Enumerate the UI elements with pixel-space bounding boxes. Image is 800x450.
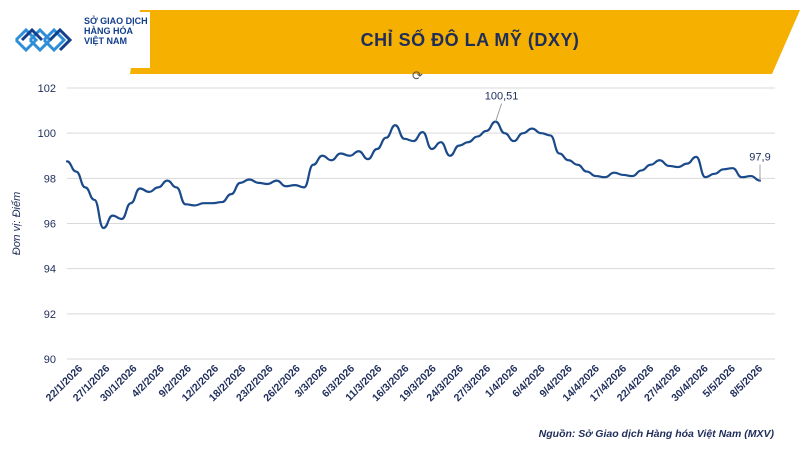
y-tick-label: 90 (44, 354, 56, 366)
banner-background (130, 10, 800, 74)
y-axis-label: Đơn vị: Điểm (11, 192, 23, 256)
series-line (65, 120, 762, 230)
header-banner (0, 10, 800, 74)
logo-line: VIỆT NAM (84, 36, 128, 46)
logo-line: SỞ GIAO DỊCH (84, 16, 148, 26)
logo-text: SỞ GIAO DỊCH HÀNG HÓA VIỆT NAM (84, 16, 164, 46)
page-title: CHỈ SỐ ĐÔ LA MỸ (DXY) (360, 30, 580, 50)
y-tick-label: 100 (38, 128, 56, 140)
logo-line: HÀNG HÓA (84, 26, 133, 36)
y-tick-label: 92 (44, 309, 56, 321)
y-tick-label: 94 (44, 264, 56, 276)
y-tick-label: 96 (44, 219, 56, 231)
source-note: Nguồn: Sở Giao dịch Hàng hóa Việt Nam (M… (538, 428, 774, 440)
refresh-icon: ⟳ (412, 68, 423, 83)
data-label: 100,51 (485, 91, 519, 103)
annotation-leader (495, 103, 502, 122)
y-tick-label: 102 (38, 83, 56, 95)
logo-mark-icon (14, 27, 73, 53)
data-label: 97,9 (749, 152, 770, 164)
y-tick-label: 98 (44, 173, 56, 185)
logo (10, 12, 150, 68)
